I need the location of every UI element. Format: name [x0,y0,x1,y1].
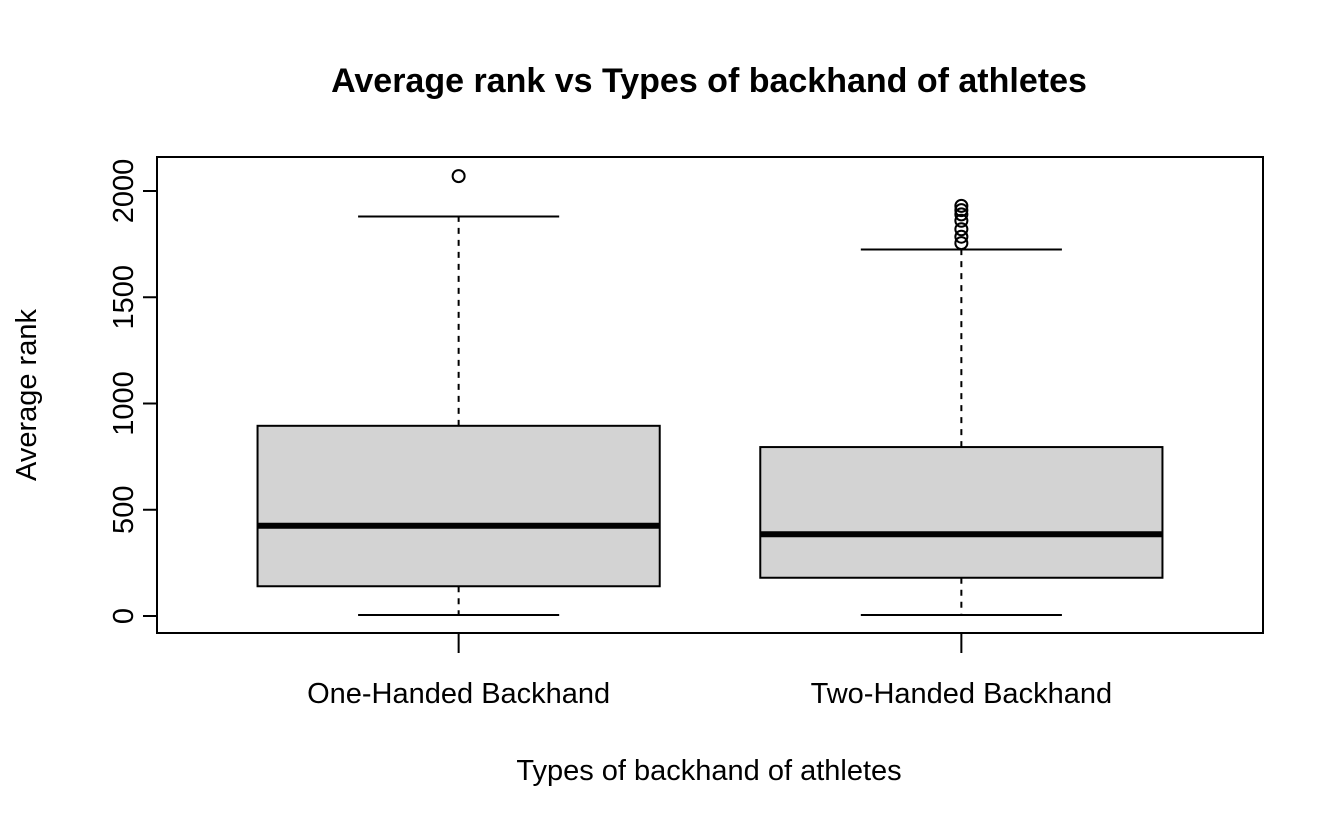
outlier-point [954,213,969,228]
x-axis-title: Types of backhand of athletes [516,755,901,787]
y-tick-label: 0 [108,608,140,624]
box-iqr [256,424,661,588]
y-axis: 0 500 1000 1500 2000 [108,159,158,624]
outlier-point [954,222,969,237]
x-axis: One-Handed Backhand Two-Handed Backhand [307,633,1112,710]
chart-title: Average rank vs Types of backhand of ath… [331,62,1087,100]
y-tick-label: 500 [108,486,140,534]
y-axis-title: Average rank [11,309,43,481]
box-iqr [759,446,1164,579]
x-tick-label: Two-Handed Backhand [811,678,1112,710]
box-group [256,169,661,616]
outlier-point [954,198,969,213]
outlier-point [954,207,969,222]
y-tick-label: 1000 [108,371,140,436]
outlier-point [451,169,466,184]
y-tick-label: 2000 [108,159,140,224]
x-tick-label: One-Handed Backhand [307,678,610,710]
y-tick-label: 1500 [108,265,140,330]
boxes-layer [256,169,1164,616]
outlier-point [954,236,969,251]
outlier-point [954,203,969,218]
box-group [759,198,1164,616]
outlier-point [954,229,969,244]
